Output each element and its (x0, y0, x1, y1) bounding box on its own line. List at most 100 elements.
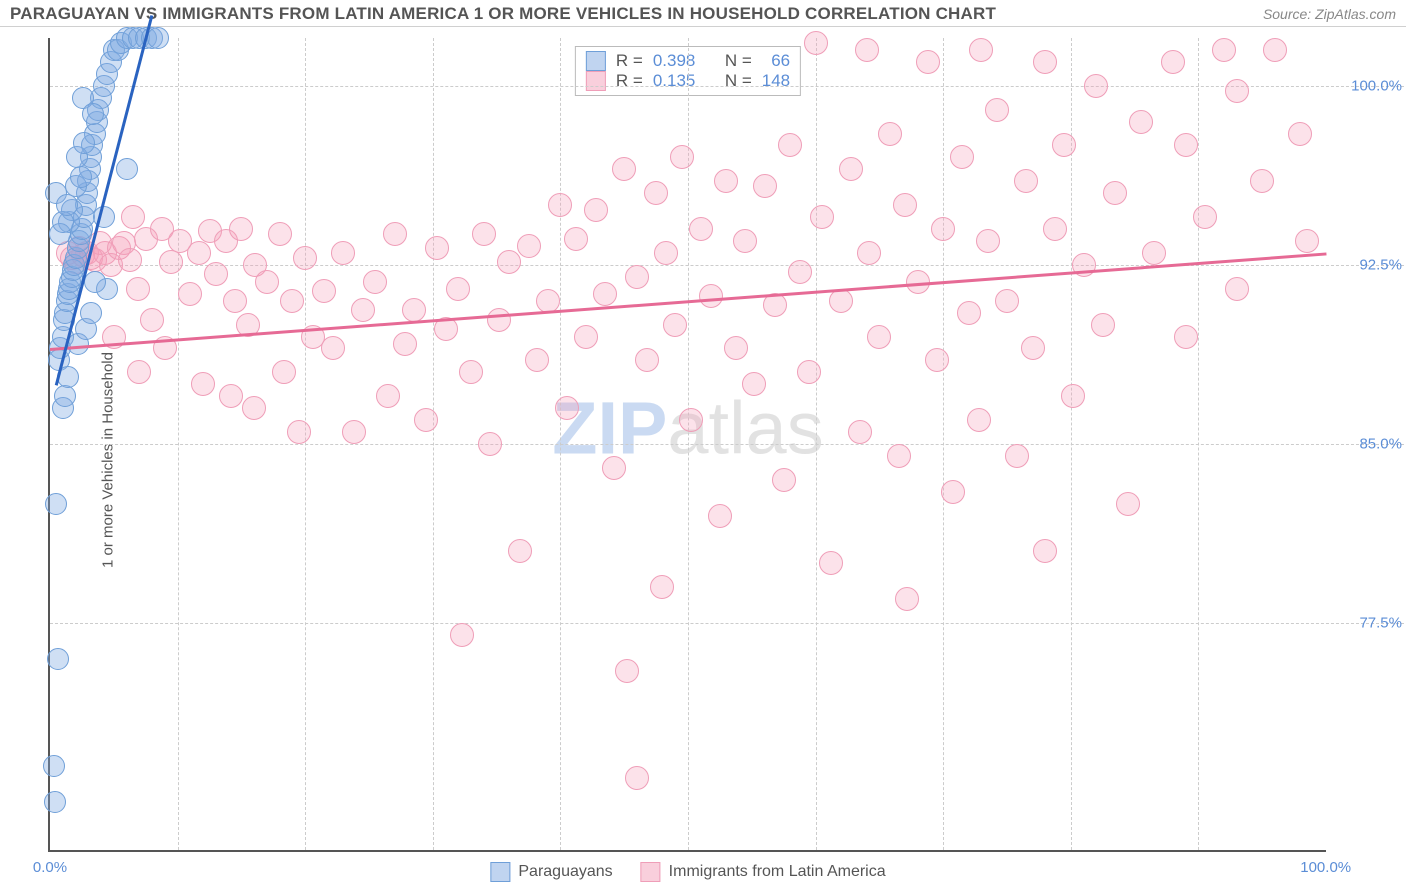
scatter-point-pink (1129, 110, 1153, 134)
scatter-point-pink (1116, 492, 1140, 516)
scatter-point-pink (819, 551, 843, 575)
scatter-point-blue (54, 385, 76, 407)
scatter-point-pink (867, 325, 891, 349)
scatter-point-pink (931, 217, 955, 241)
scatter-point-pink (584, 198, 608, 222)
scatter-point-pink (121, 205, 145, 229)
scatter-point-pink (178, 282, 202, 306)
scatter-point-pink (272, 360, 296, 384)
scatter-point-pink (564, 227, 588, 251)
scatter-point-pink (402, 298, 426, 322)
legend-item-blue: Paraguayans (490, 862, 612, 882)
scatter-point-pink (625, 265, 649, 289)
scatter-point-pink (472, 222, 496, 246)
gridline-h (50, 623, 1404, 624)
scatter-point-pink (517, 234, 541, 258)
gridline-v (816, 38, 817, 850)
r-label-1: R = (616, 51, 643, 71)
scatter-point-pink (839, 157, 863, 181)
scatter-point-pink (1091, 313, 1115, 337)
scatter-point-pink (363, 270, 387, 294)
scatter-point-pink (593, 282, 617, 306)
gridline-v (1198, 38, 1199, 850)
y-tick-label: 92.5% (1359, 256, 1402, 273)
scatter-point-pink (804, 31, 828, 55)
scatter-point-pink (941, 480, 965, 504)
scatter-point-pink (742, 372, 766, 396)
source-label: Source: ZipAtlas.com (1263, 6, 1396, 22)
scatter-point-pink (670, 145, 694, 169)
scatter-point-pink (957, 301, 981, 325)
scatter-point-pink (1033, 539, 1057, 563)
scatter-point-pink (1263, 38, 1287, 62)
scatter-point-pink (555, 396, 579, 420)
n-value-1: 66 (762, 51, 790, 71)
scatter-point-pink (293, 246, 317, 270)
legend-label-pink: Immigrants from Latin America (669, 863, 886, 881)
scatter-point-pink (895, 587, 919, 611)
scatter-point-pink (654, 241, 678, 265)
scatter-point-pink (118, 248, 142, 272)
scatter-point-pink (699, 284, 723, 308)
n-label-2: N = (725, 71, 752, 91)
scatter-point-pink (855, 38, 879, 62)
scatter-point-pink (810, 205, 834, 229)
scatter-point-pink (1174, 325, 1198, 349)
scatter-point-pink (287, 420, 311, 444)
scatter-point-blue (116, 158, 138, 180)
scatter-point-pink (229, 217, 253, 241)
scatter-point-pink (635, 348, 659, 372)
scatter-point-pink (788, 260, 812, 284)
scatter-point-pink (321, 336, 345, 360)
scatter-point-pink (280, 289, 304, 313)
scatter-point-pink (1212, 38, 1236, 62)
scatter-point-pink (1250, 169, 1274, 193)
scatter-point-pink (127, 360, 151, 384)
scatter-point-pink (459, 360, 483, 384)
scatter-point-pink (967, 408, 991, 432)
scatter-point-pink (450, 623, 474, 647)
scatter-point-pink (893, 193, 917, 217)
gridline-v (433, 38, 434, 850)
legend-label-blue: Paraguayans (518, 863, 612, 881)
scatter-point-blue (73, 132, 95, 154)
scatter-point-pink (268, 222, 292, 246)
scatter-point-pink (1193, 205, 1217, 229)
scatter-point-pink (159, 250, 183, 274)
scatter-point-pink (650, 575, 674, 599)
scatter-point-pink (916, 50, 940, 74)
gridline-h (50, 86, 1404, 87)
legend-item-pink: Immigrants from Latin America (641, 862, 886, 882)
scatter-point-pink (1288, 122, 1312, 146)
scatter-point-pink (414, 408, 438, 432)
x-tick-label: 0.0% (33, 859, 67, 876)
scatter-point-pink (763, 293, 787, 317)
scatter-point-pink (644, 181, 668, 205)
y-tick-label: 100.0% (1351, 77, 1402, 94)
scatter-point-pink (985, 98, 1009, 122)
legend-swatch-pink-icon (641, 862, 661, 882)
scatter-point-pink (140, 308, 164, 332)
scatter-point-pink (1103, 181, 1127, 205)
scatter-point-pink (508, 539, 532, 563)
scatter-point-pink (312, 279, 336, 303)
scatter-point-pink (574, 325, 598, 349)
plot-region: ZIPatlas R = 0.398 N = 66 R = 0.135 N = … (48, 38, 1326, 852)
scatter-point-pink (383, 222, 407, 246)
scatter-point-blue (82, 103, 104, 125)
scatter-point-pink (969, 38, 993, 62)
scatter-point-pink (187, 241, 211, 265)
scatter-point-pink (1021, 336, 1045, 360)
scatter-point-blue (80, 302, 102, 324)
scatter-point-pink (708, 504, 732, 528)
scatter-point-pink (1084, 74, 1108, 98)
scatter-point-pink (548, 193, 572, 217)
scatter-point-blue (70, 166, 92, 188)
scatter-point-pink (126, 277, 150, 301)
scatter-point-pink (191, 372, 215, 396)
scatter-point-pink (1061, 384, 1085, 408)
n-label-1: N = (725, 51, 752, 71)
scatter-point-pink (887, 444, 911, 468)
n-value-2: 148 (762, 71, 790, 91)
legend-swatch-blue-icon (490, 862, 510, 882)
